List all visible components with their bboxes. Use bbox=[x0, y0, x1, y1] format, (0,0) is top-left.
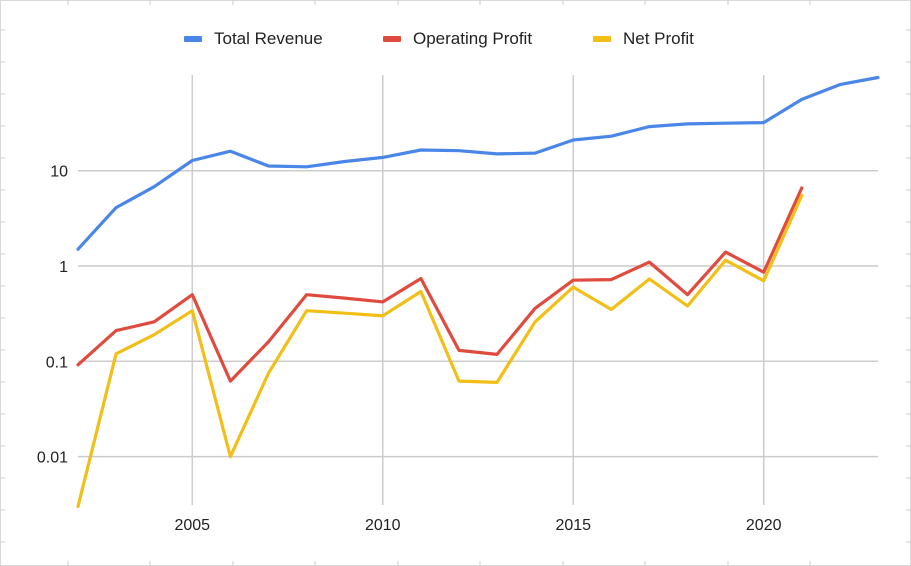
series-line-operating-profit bbox=[76, 186, 804, 383]
gridlines bbox=[78, 75, 878, 505]
series-line-total-revenue bbox=[76, 75, 880, 251]
legend-label-operating-profit: Operating Profit bbox=[413, 29, 533, 48]
legend-swatch-total-revenue bbox=[184, 36, 202, 42]
series-lines bbox=[76, 75, 880, 508]
x-tick-label: 2015 bbox=[555, 517, 591, 534]
x-axis-tick-labels: 2005 2010 2015 2020 bbox=[174, 517, 781, 534]
y-tick-label: 0.01 bbox=[37, 450, 68, 467]
series-line-net-profit bbox=[76, 193, 804, 508]
legend-swatch-net-profit bbox=[593, 36, 611, 42]
legend-item-net-profit[interactable]: Net Profit bbox=[593, 29, 694, 49]
y-tick-label: 1 bbox=[59, 259, 68, 276]
legend: Total Revenue Operating Profit Net Profi… bbox=[0, 29, 911, 51]
legend-item-operating-profit[interactable]: Operating Profit bbox=[383, 29, 532, 49]
x-tick-label: 2010 bbox=[365, 517, 401, 534]
y-axis-tick-labels: 0.01 0.1 1 10 bbox=[37, 164, 68, 467]
legend-label-total-revenue: Total Revenue bbox=[214, 29, 323, 48]
legend-item-total-revenue[interactable]: Total Revenue bbox=[184, 29, 323, 49]
x-tick-label: 2020 bbox=[746, 517, 782, 534]
legend-label-net-profit: Net Profit bbox=[623, 29, 694, 48]
x-tick-label: 2005 bbox=[174, 517, 210, 534]
y-tick-label: 10 bbox=[50, 164, 68, 181]
legend-swatch-operating-profit bbox=[383, 36, 401, 42]
y-tick-label: 0.1 bbox=[46, 354, 68, 371]
